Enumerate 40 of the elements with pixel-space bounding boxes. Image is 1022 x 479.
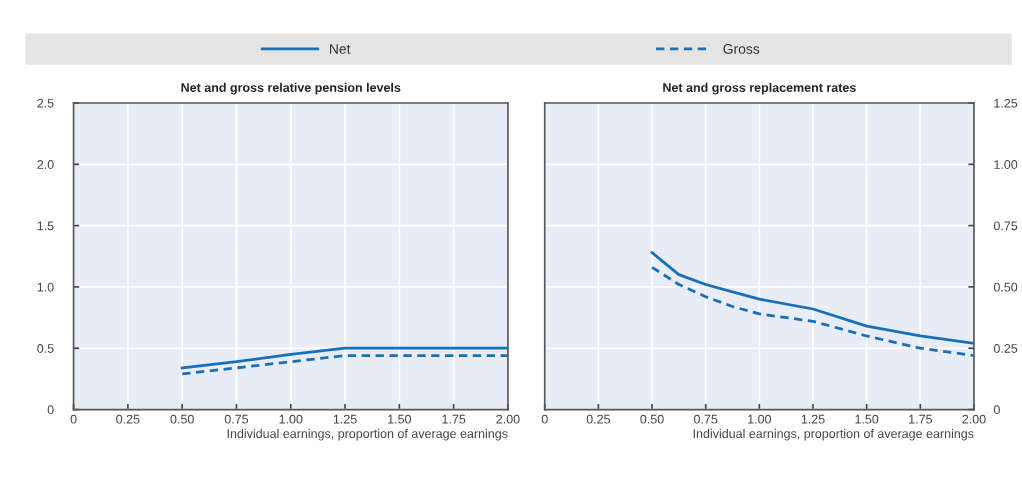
y2-tick-label: 0.50 — [993, 282, 1018, 292]
y2-tick-label: 0 — [993, 405, 1000, 415]
x-tick-label: 0.50 — [640, 414, 664, 424]
x-tick-label: 1.25 — [801, 414, 825, 424]
line-series — [180, 346, 508, 370]
y-tick-label: 2.5 — [37, 98, 54, 108]
x-tick-label: 1.25 — [333, 414, 357, 424]
x-axis-title: Individual earnings, proportion of average earnings — [227, 428, 508, 441]
x-tick-label: 0 — [541, 414, 548, 424]
line-series — [180, 354, 508, 376]
chart-title: Net and gross relative pension levels — [181, 82, 401, 95]
x-tick-label: 1.50 — [388, 414, 412, 424]
line-series — [650, 265, 974, 357]
x-tick-label: 0 — [70, 414, 77, 424]
y-tick-label: 0.5 — [37, 344, 54, 353]
legend-label: Net — [330, 44, 351, 54]
x-tick-label: 0.25 — [116, 414, 140, 424]
x-tick-label: 1.00 — [279, 414, 303, 424]
y-tick-label: 2.0 — [37, 160, 54, 169]
y-tick-label: 1.5 — [37, 221, 54, 231]
x-tick-label: 1.75 — [909, 414, 932, 424]
line-series — [650, 251, 974, 345]
legend-label: Gross — [723, 44, 760, 54]
x-tick-label: 2.00 — [962, 414, 986, 424]
chart-title: Net and gross replacement rates — [663, 82, 856, 95]
y2-tick-label: 0.25 — [993, 344, 1018, 353]
x-tick-label: 2.00 — [496, 414, 520, 424]
x-tick-label: 0.75 — [694, 414, 718, 424]
y2-tick-label: 0.75 — [993, 221, 1018, 231]
x-axis-title: Individual earnings, proportion of average earnings — [693, 428, 974, 441]
x-tick-label: 1.75 — [442, 414, 466, 424]
y-tick-label: 1.0 — [37, 282, 54, 292]
x-tick-label: 0.25 — [586, 414, 611, 424]
x-tick-label: 0.75 — [224, 414, 249, 424]
x-tick-label: 1.50 — [855, 414, 879, 424]
y2-tick-label: 1.00 — [994, 160, 1018, 169]
y-tick-label: 0 — [47, 405, 54, 415]
x-tick-label: 1.00 — [748, 414, 772, 424]
x-tick-label: 0.50 — [170, 414, 194, 424]
y2-tick-label: 1.25 — [994, 98, 1018, 108]
